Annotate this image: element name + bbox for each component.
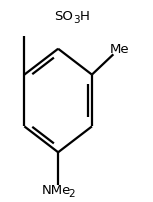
Text: 2: 2 bbox=[68, 188, 75, 198]
Text: H: H bbox=[80, 10, 90, 23]
Text: Me: Me bbox=[110, 43, 130, 56]
Text: NMe: NMe bbox=[41, 183, 71, 196]
Text: SO: SO bbox=[54, 10, 73, 23]
Text: 3: 3 bbox=[73, 15, 80, 25]
